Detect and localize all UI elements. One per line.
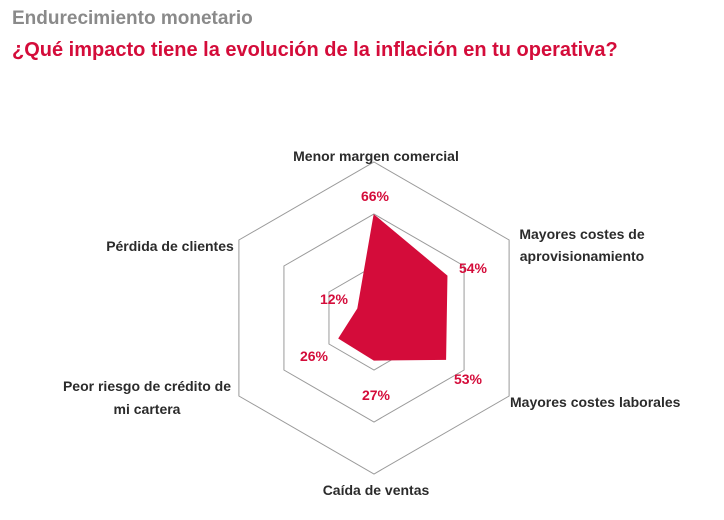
category-label-menor-margen: Menor margen comercial [293,148,459,164]
grid-ring [238,161,510,475]
value-label-costes-laborales: 53% [454,371,483,387]
value-label-costes-aprovisionamiento: 54% [459,260,488,276]
value-label-caida-ventas: 27% [362,387,391,403]
chart-title: ¿Qué impacto tiene la evolución de la in… [12,39,618,61]
value-label-riesgo-credito: 26% [300,348,329,364]
value-label-perdida-clientes: 12% [320,291,349,307]
category-label-riesgo-credito: Peor riesgo de crédito de mi cartera [63,378,231,417]
supertitle: Endurecimiento monetario [12,8,253,29]
grid-ring [283,213,465,423]
value-label-menor-margen: 66% [361,188,390,204]
category-label-perdida-clientes: Pérdida de clientes [106,238,234,254]
category-label-costes-laborales: Mayores costes laborales [510,394,681,410]
data-polygon [338,214,448,361]
category-label-costes-aprovisionamiento: Mayores costes de aprovisionamiento [519,226,644,264]
category-label-caida-ventas: Caída de ventas [323,482,430,498]
